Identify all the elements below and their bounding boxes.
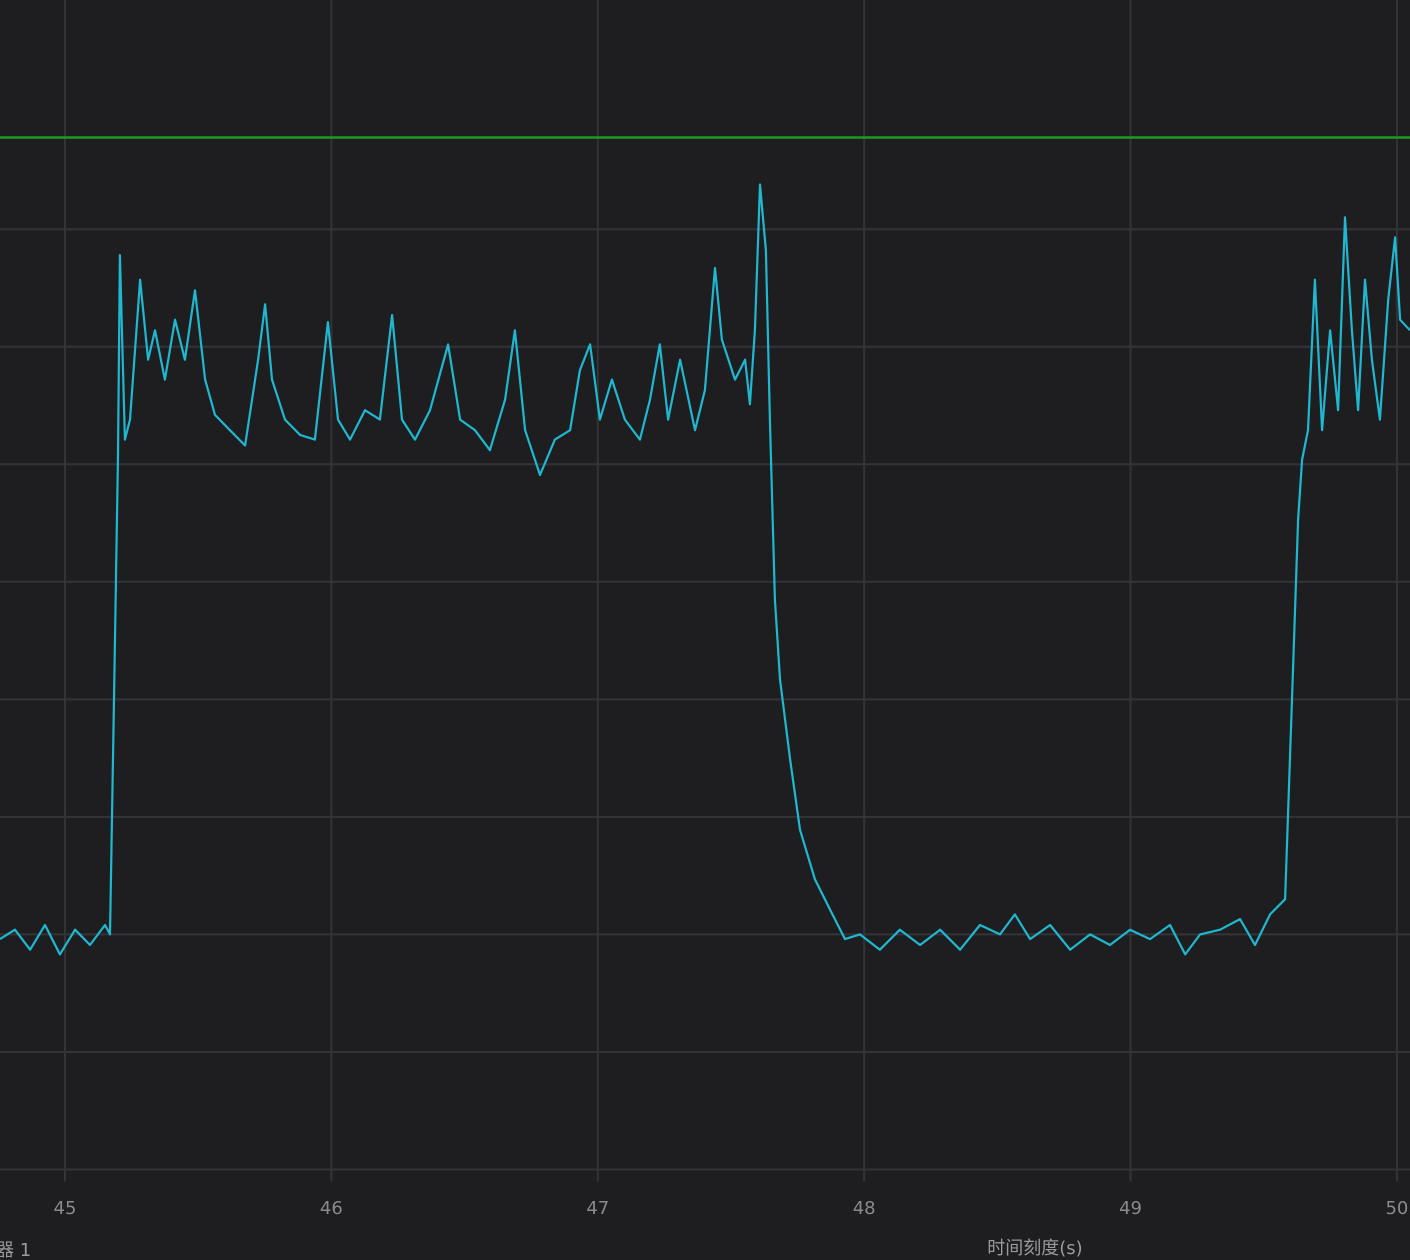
x-tick-label: 46 [320, 1198, 343, 1219]
x-tick-label: 47 [586, 1198, 609, 1219]
x-tick-label: 48 [853, 1198, 876, 1219]
x-tick-label: 45 [54, 1198, 77, 1219]
corner-label: 器 1 [0, 1240, 31, 1260]
x-tick-label: 50 [1385, 1198, 1408, 1219]
gridlines [0, 0, 1410, 1182]
x-tick-label: 49 [1119, 1198, 1142, 1219]
x-axis-ticks: 45 46 47 48 49 50 [54, 1198, 1409, 1219]
series-line [0, 183, 1410, 956]
x-axis-label: 时间刻度(s) [987, 1238, 1082, 1259]
